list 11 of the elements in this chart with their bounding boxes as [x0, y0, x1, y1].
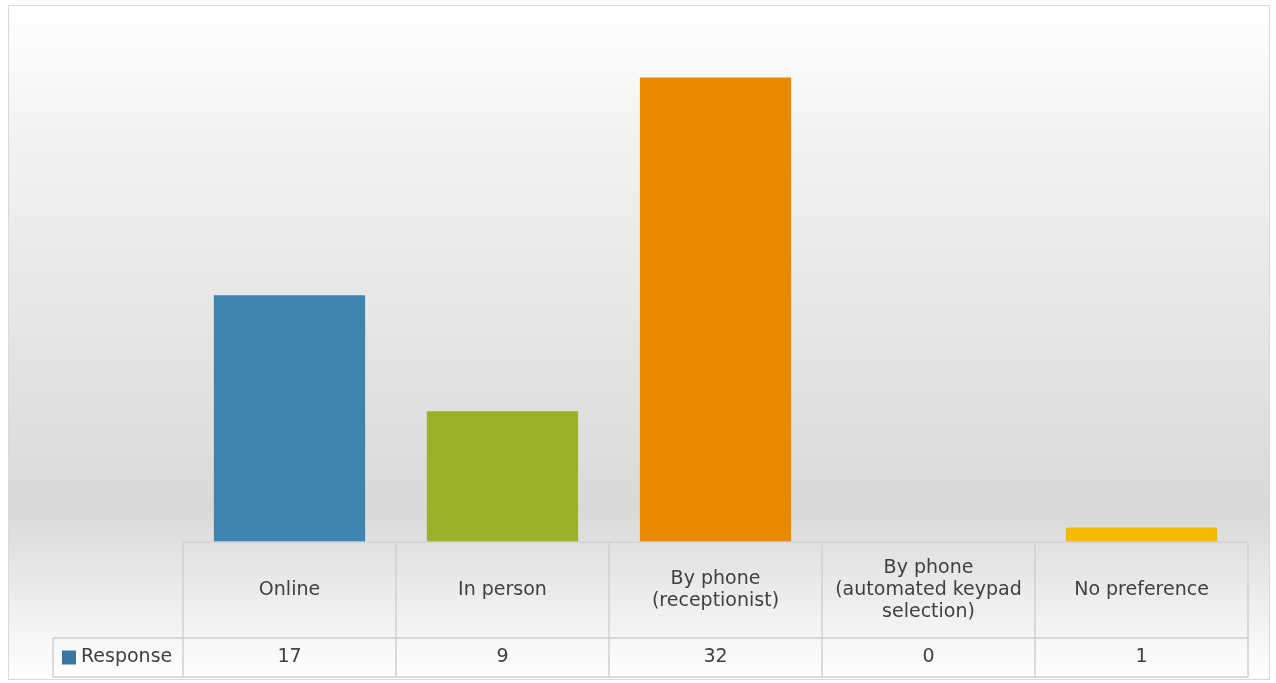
data-label: 17	[277, 644, 302, 667]
x-tick-label: No preference	[1074, 576, 1209, 599]
data-label: 32	[703, 644, 728, 667]
x-tick-label: In person	[458, 576, 547, 599]
legend-label: Response	[81, 644, 173, 667]
x-tick-label: By phone (receptionist)	[651, 565, 780, 610]
data-label: 1	[1135, 644, 1148, 667]
x-tick-label: Online	[258, 576, 321, 599]
data-label: 0	[922, 644, 935, 667]
data-label: 9	[496, 644, 509, 667]
x-tick-label: By phone (automated keypad selection)	[835, 554, 1022, 621]
